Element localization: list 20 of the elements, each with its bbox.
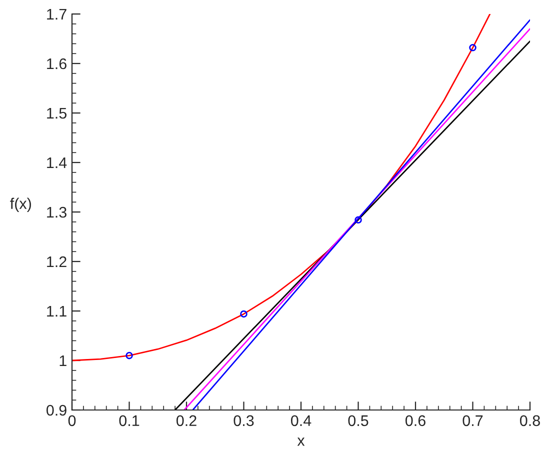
x-tick-label: 0.8 <box>520 415 540 426</box>
y-tick-label: 1.5 <box>47 108 66 119</box>
y-tick-label: 1.4 <box>47 158 67 168</box>
x-tick-label: 0.2 <box>176 415 196 426</box>
y-tick-label: 0.9 <box>46 404 66 416</box>
x-tick-label: 0.6 <box>405 415 426 426</box>
y-tick-label: 1 <box>60 356 66 366</box>
x-tick-label: 0.7 <box>462 415 483 426</box>
y-tick-label: 1.2 <box>47 256 66 268</box>
y-axis-title: f(x) <box>10 198 31 212</box>
y-tick-label: 1.6 <box>47 58 66 70</box>
y-tick-label: 1.7 <box>47 9 66 20</box>
x-tick-label: 0.4 <box>290 415 312 426</box>
x-tick-label: 0.1 <box>119 415 140 426</box>
y-tick-label: 1.3 <box>47 206 66 218</box>
x-tick-label: 0 <box>68 415 76 426</box>
y-tick-label: 1.1 <box>47 306 66 317</box>
x-axis-title: x <box>297 438 305 446</box>
x-tick-label: 0.5 <box>348 415 368 426</box>
x-tick-label: 0.3 <box>234 415 254 426</box>
